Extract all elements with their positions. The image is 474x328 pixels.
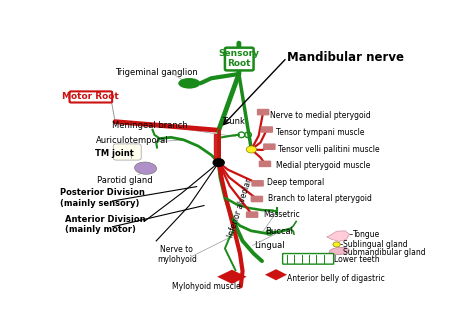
Text: Sensory
Root: Sensory Root xyxy=(219,49,260,68)
Text: Lingual: Lingual xyxy=(254,241,284,251)
Text: Submandibular gland: Submandibular gland xyxy=(343,248,426,256)
Text: Lower teeth: Lower teeth xyxy=(334,255,380,264)
FancyBboxPatch shape xyxy=(259,161,271,167)
Circle shape xyxy=(333,242,340,247)
Text: Branch to lateral pterygoid: Branch to lateral pterygoid xyxy=(268,194,372,203)
FancyBboxPatch shape xyxy=(263,143,275,150)
Text: Auriculotemporal: Auriculotemporal xyxy=(96,136,168,145)
Text: Tensor velli palitini muscle: Tensor velli palitini muscle xyxy=(278,145,380,154)
Text: Sublingual gland: Sublingual gland xyxy=(343,240,408,249)
Text: Anterior Division
(mainly motor): Anterior Division (mainly motor) xyxy=(65,215,146,234)
Text: Inferior alveolar: Inferior alveolar xyxy=(226,178,254,239)
Text: Mandibular nerve: Mandibular nerve xyxy=(287,51,404,64)
FancyBboxPatch shape xyxy=(113,144,141,160)
Text: TM joint: TM joint xyxy=(95,149,134,158)
Ellipse shape xyxy=(329,247,349,255)
Text: Anterior belly of digastric: Anterior belly of digastric xyxy=(287,274,385,283)
Text: Parotid gland: Parotid gland xyxy=(97,176,153,185)
Text: Medial pterygoid muscle: Medial pterygoid muscle xyxy=(276,161,370,170)
FancyBboxPatch shape xyxy=(251,180,264,187)
Text: Trigeminal ganglion: Trigeminal ganglion xyxy=(115,68,198,77)
Text: Tongue: Tongue xyxy=(353,230,380,239)
Polygon shape xyxy=(217,270,246,284)
FancyBboxPatch shape xyxy=(283,254,334,264)
Text: Tensor tympani muscle: Tensor tympani muscle xyxy=(276,128,365,137)
FancyBboxPatch shape xyxy=(251,196,263,202)
Text: Deep temporal: Deep temporal xyxy=(267,178,324,187)
FancyBboxPatch shape xyxy=(246,211,258,218)
Text: Nerve to medial pterygoid: Nerve to medial pterygoid xyxy=(271,111,371,120)
FancyBboxPatch shape xyxy=(70,92,112,102)
Text: Posterior Division
(mainly sensory): Posterior Division (mainly sensory) xyxy=(60,188,145,208)
FancyBboxPatch shape xyxy=(261,126,273,133)
Text: Nerve to
mylohyoid: Nerve to mylohyoid xyxy=(157,245,197,264)
Circle shape xyxy=(246,146,256,153)
Text: Meningeal branch: Meningeal branch xyxy=(112,121,188,130)
Ellipse shape xyxy=(178,78,201,89)
FancyBboxPatch shape xyxy=(257,109,269,115)
Text: Mylohyoid muscle: Mylohyoid muscle xyxy=(172,282,241,291)
Text: Buccal: Buccal xyxy=(265,227,293,236)
Ellipse shape xyxy=(135,162,156,174)
Circle shape xyxy=(213,159,224,166)
FancyBboxPatch shape xyxy=(225,48,254,71)
Text: Motor Root: Motor Root xyxy=(63,92,119,101)
Text: Massetric: Massetric xyxy=(263,210,300,219)
Text: Trunk: Trunk xyxy=(222,117,245,126)
Polygon shape xyxy=(265,269,287,280)
Polygon shape xyxy=(327,231,349,241)
